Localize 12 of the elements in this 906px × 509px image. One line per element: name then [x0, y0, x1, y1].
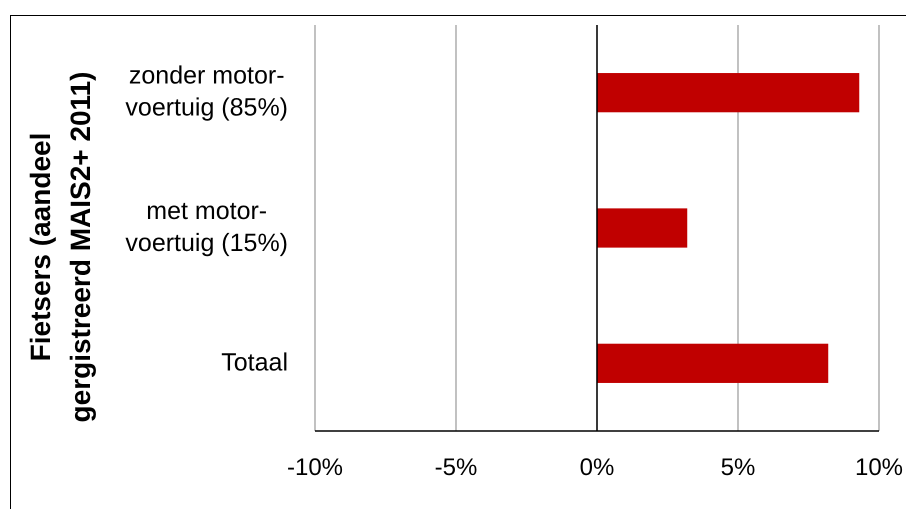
- x-tick-label: 10%: [854, 454, 904, 482]
- y-tick-label: zonder motor- voertuig (85%): [125, 62, 288, 122]
- y-tick-label: Totaal: [221, 348, 288, 376]
- x-tick-label: 0%: [580, 454, 614, 482]
- y-axis-title: Fietsers (aandeel gergistreerd MAIS2+ 2011): [25, 72, 96, 422]
- x-tick-label: 5%: [720, 454, 756, 482]
- bar: [597, 73, 860, 112]
- x-tick-label: -5%: [434, 454, 478, 482]
- bar: [597, 208, 688, 248]
- x-tick-label: -10%: [286, 454, 344, 482]
- bar: [597, 344, 828, 383]
- y-tick-label: met motor- voertuig (15%): [125, 197, 288, 257]
